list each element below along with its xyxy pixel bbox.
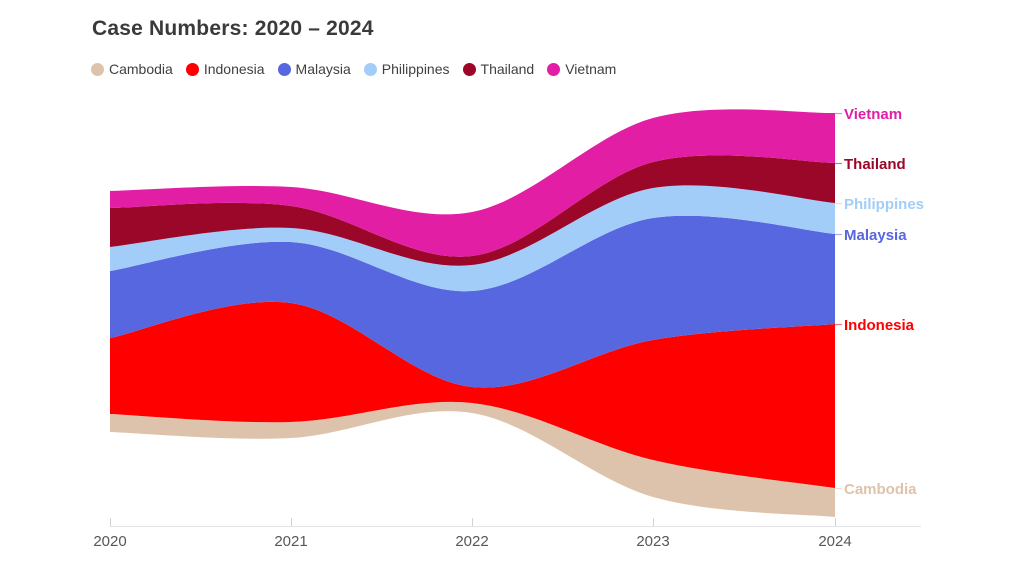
series-label-vietnam: Vietnam [844, 106, 903, 123]
chart-title: Case Numbers: 2020 – 2024 [92, 17, 374, 40]
legend-item-philippines[interactable]: Philippines [363, 61, 450, 77]
x-tick-label-2022: 2022 [455, 533, 489, 550]
legend-label: Indonesia [203, 61, 265, 77]
x-tick-label-2021: 2021 [274, 533, 308, 550]
series-label-cambodia: Cambodia [844, 481, 917, 498]
legend-swatch-vietnam [547, 62, 561, 76]
legend-label: Cambodia [109, 61, 173, 77]
legend-item-vietnam[interactable]: Vietnam [547, 61, 616, 77]
x-tick-label-2024: 2024 [818, 533, 852, 550]
philippines-area [110, 185, 835, 292]
thailand-area [110, 155, 835, 266]
legend-label: Thailand [480, 61, 535, 77]
series-label-philippines: Philippines [844, 196, 925, 213]
legend-label: Malaysia [295, 61, 351, 77]
legend-item-indonesia[interactable]: Indonesia [185, 61, 265, 77]
series-label-indonesia: Indonesia [844, 317, 915, 334]
vietnam-area [110, 109, 835, 257]
legend-label: Philippines [381, 61, 450, 77]
indonesia-area [110, 301, 835, 488]
legend-swatch-malaysia [277, 62, 291, 76]
legend-swatch-indonesia [185, 62, 199, 76]
series-label-malaysia: Malaysia [844, 227, 907, 244]
legend-item-cambodia[interactable]: Cambodia [91, 61, 173, 77]
legend-item-thailand[interactable]: Thailand [462, 61, 535, 77]
malaysia-area [110, 215, 835, 388]
legend-swatch-thailand [462, 62, 476, 76]
x-tick-label-2023: 2023 [636, 533, 670, 550]
x-tick-label-2020: 2020 [93, 533, 127, 550]
legend-swatch-philippines [363, 62, 377, 76]
series-label-thailand: Thailand [844, 156, 906, 173]
legend: Cambodia Indonesia Malaysia Philippines … [91, 61, 616, 77]
legend-swatch-cambodia [91, 62, 104, 76]
legend-label: Vietnam [565, 61, 617, 77]
cambodia-area [110, 401, 835, 517]
legend-item-malaysia[interactable]: Malaysia [277, 61, 351, 77]
